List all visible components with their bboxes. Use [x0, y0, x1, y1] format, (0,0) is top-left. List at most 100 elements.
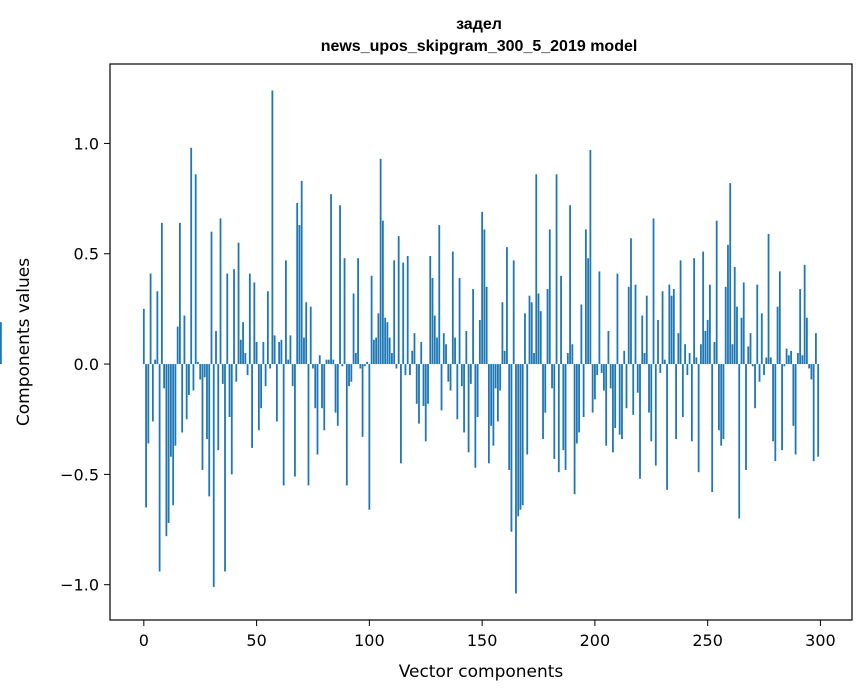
bar-component-151: [483, 229, 486, 365]
bar-component-164: [512, 260, 515, 365]
bar-component-152: [485, 286, 488, 365]
y-tick-label: 1.0: [74, 134, 99, 153]
bar-component-44: [242, 322, 244, 365]
bar-component-250: [706, 319, 709, 365]
bar-component-43: [239, 339, 242, 365]
bar-component-235: [672, 289, 675, 365]
bar-component-130: [436, 337, 438, 365]
bar-component-192: [575, 364, 578, 444]
bar-component-175: [537, 293, 540, 365]
bar-component-161: [506, 247, 508, 365]
bar-component-95: [357, 258, 359, 365]
bar-component-111: [393, 260, 396, 365]
bar-component-240: [684, 344, 686, 365]
bar-component-210: [616, 273, 619, 365]
bar-component-46: [246, 364, 249, 376]
bar-component-126: [427, 364, 429, 404]
bar-component-181: [551, 364, 553, 389]
bar-component-242: [688, 353, 691, 365]
bar-component-268: [747, 346, 750, 365]
bar-component-8: [160, 222, 163, 365]
bar-component-91: [348, 364, 350, 387]
bar-component-193: [578, 364, 580, 433]
bar-component-200: [593, 364, 596, 400]
bar-component-104: [377, 313, 380, 365]
bar-component-64: [287, 359, 290, 365]
y-axis-label: Components values: [14, 258, 34, 426]
bar-component-27: [203, 364, 206, 378]
bar-component-186: [562, 364, 565, 451]
bars-group: [0, 90, 820, 594]
bar-component-230: [661, 291, 664, 365]
bar-component-290: [796, 353, 799, 365]
y-tick-label: 0.0: [74, 355, 99, 374]
bar-component-187: [564, 364, 567, 470]
bar-component-202: [598, 271, 601, 365]
bar-component-73: [307, 364, 310, 486]
bar-component-128: [431, 278, 434, 365]
bar-component-289: [794, 364, 797, 455]
bar-component-140: [458, 278, 461, 365]
bar-component-18: [183, 315, 186, 365]
bar-component-224: [648, 364, 650, 413]
bar-component-138: [454, 337, 456, 365]
bar-component-63: [285, 260, 287, 365]
bar-component-287: [790, 350, 792, 365]
bar-component-100: [368, 364, 371, 510]
bar-component-257: [722, 364, 725, 440]
bar-component-123: [420, 342, 423, 365]
bar-component-237: [677, 333, 680, 365]
bar-component-25: [199, 364, 202, 380]
bar-component-252: [711, 364, 714, 493]
bar-component-129: [433, 315, 436, 365]
bar-component-295: [808, 364, 811, 369]
bar-component-293: [803, 264, 806, 365]
bar-component-103: [375, 337, 378, 365]
bar-component-206: [607, 330, 610, 365]
bar-component-143: [465, 330, 468, 365]
bar-component-84: [332, 359, 335, 365]
bar-component-108: [386, 322, 389, 365]
bar-component-6: [156, 291, 159, 365]
bar-component-125: [424, 364, 427, 442]
bar-component-273: [758, 364, 761, 382]
bar-component-185: [560, 275, 562, 365]
bar-component-260: [729, 183, 732, 365]
bar-component-212: [621, 364, 623, 440]
bar-component-37: [226, 273, 229, 365]
bar-component-282: [778, 271, 781, 365]
bar-component-26: [201, 364, 204, 470]
bar-component-137: [451, 251, 454, 365]
x-tick-label: 50: [246, 631, 266, 650]
bar-component-9: [163, 364, 166, 389]
bar-component-209: [614, 364, 617, 429]
bar-component-146: [472, 289, 474, 365]
bar-component-201: [596, 364, 599, 376]
bar-component-160: [503, 350, 506, 365]
bar-component-69: [298, 225, 301, 365]
bar-component-299: [817, 364, 820, 457]
bar-component-124: [422, 364, 425, 406]
bar-component-4: [151, 364, 154, 422]
bar-component-198: [589, 150, 592, 365]
bar-component-120: [413, 333, 416, 365]
bar-component-23: [194, 174, 197, 365]
bar-component-227: [654, 364, 657, 466]
bar-component-85: [334, 364, 337, 413]
chart-title: задел: [456, 16, 502, 33]
bar-component-269: [749, 333, 752, 365]
bar-component-284: [783, 364, 786, 367]
bar-component-147: [474, 364, 477, 468]
bar-component-246: [697, 364, 700, 473]
bar-component-105: [379, 158, 382, 365]
bar-component-219: [636, 364, 639, 393]
bar-component-205: [605, 364, 608, 446]
bar-component-173: [533, 353, 535, 365]
bar-component-218: [634, 284, 637, 365]
bar-component-197: [587, 258, 590, 365]
bar-component-166: [517, 364, 520, 517]
bar-component-155: [492, 364, 495, 446]
bar-component-254: [715, 220, 718, 365]
bar-component-131: [438, 225, 441, 365]
